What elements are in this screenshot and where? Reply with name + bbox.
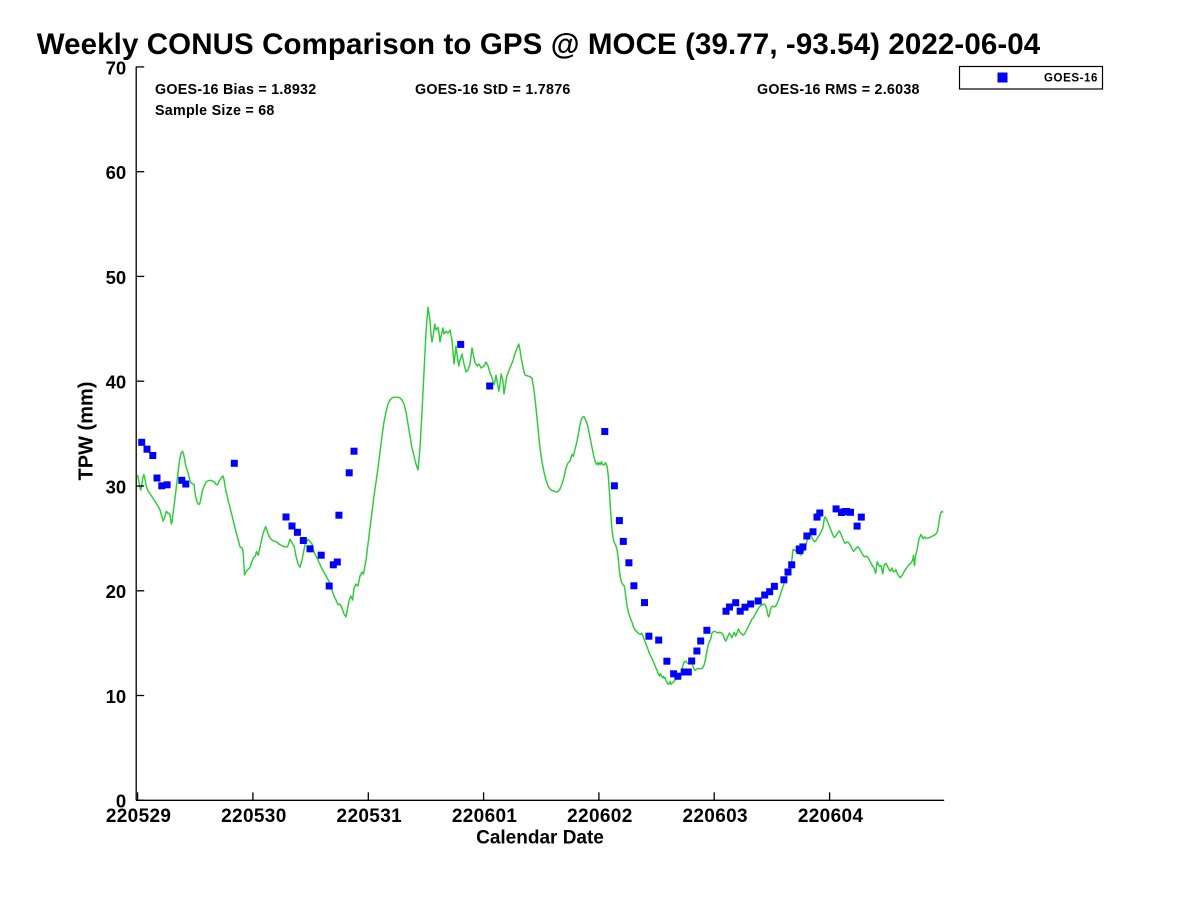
svg-text:30: 30: [106, 476, 127, 497]
svg-text:50: 50: [106, 267, 127, 288]
svg-text:220602: 220602: [567, 806, 633, 827]
svg-text:0: 0: [116, 791, 126, 812]
svg-text:70: 70: [106, 57, 127, 78]
svg-text:40: 40: [106, 372, 127, 393]
svg-text:GOES-16 RMS = 2.6038: GOES-16 RMS = 2.6038: [757, 82, 920, 98]
svg-text:220531: 220531: [337, 806, 403, 827]
svg-text:20: 20: [106, 581, 127, 602]
svg-text:220604: 220604: [798, 806, 864, 827]
svg-text:220529: 220529: [106, 806, 172, 827]
svg-text:GOES-16 Bias = 1.8932: GOES-16 Bias = 1.8932: [155, 82, 316, 98]
svg-text:Sample Size = 68: Sample Size = 68: [155, 103, 275, 119]
svg-text:60: 60: [106, 162, 127, 183]
svg-text:GOES-16: GOES-16: [1044, 73, 1098, 85]
svg-text:220601: 220601: [452, 806, 518, 827]
svg-text:220603: 220603: [682, 806, 748, 827]
svg-text:Weekly CONUS Comparison to GPS: Weekly CONUS Comparison to GPS @ MOCE (3…: [37, 28, 1041, 61]
svg-text:GOES-16 StD = 1.7876: GOES-16 StD = 1.7876: [415, 82, 571, 98]
svg-text:220530: 220530: [221, 806, 287, 827]
svg-text:TPW (mm): TPW (mm): [76, 382, 98, 481]
svg-text:10: 10: [106, 686, 127, 707]
svg-text:Calendar Date: Calendar Date: [476, 828, 604, 849]
